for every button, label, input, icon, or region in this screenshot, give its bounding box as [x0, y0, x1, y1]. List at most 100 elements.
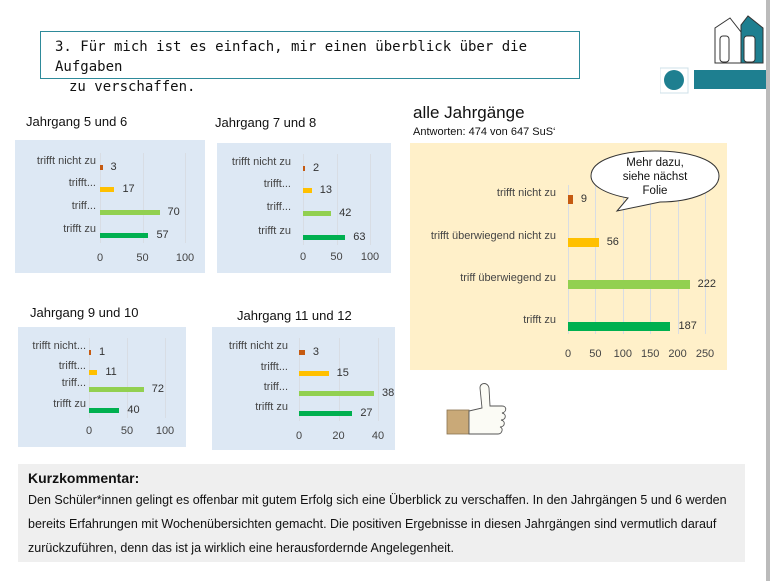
gridline [338, 338, 340, 421]
x-tick-label: 50 [136, 252, 149, 264]
bar-ueberw [100, 209, 160, 215]
bar-nicht [299, 349, 305, 355]
bar-ueberw [303, 210, 332, 216]
comment-heading: Kurzkommentar: [28, 470, 140, 486]
bar-nicht [89, 349, 91, 355]
bar-ueberw_nicht [89, 369, 98, 375]
data-label: 40 [127, 404, 140, 416]
question-line-2: zu verschaffen. [69, 79, 196, 95]
x-tick-label: 50 [120, 425, 134, 437]
gridline [303, 154, 304, 245]
bar-nicht [100, 164, 103, 170]
x-tick-label: 50 [589, 348, 602, 360]
gridline [336, 154, 338, 245]
gridline [142, 153, 144, 243]
chart-title-7-8: Jahrgang 7 und 8 [215, 115, 317, 130]
bar-ueberw [568, 279, 690, 289]
chart-jahrgang-9-10: 0 50 100 trifft nicht... 1 trifft... 11 triff..… [18, 327, 186, 447]
data-label: 222 [697, 278, 716, 290]
category-label: trifft nicht zu [36, 155, 96, 167]
x-tick-label: 250 [695, 348, 715, 360]
data-label: 72 [151, 383, 164, 395]
data-label: 1 [99, 346, 106, 358]
chart-jahrgang-5-6: 0 50 100 trifft nicht zu 3 trifft... 17 triff..… [15, 140, 205, 273]
gridline [378, 338, 379, 421]
bar-zu [303, 234, 346, 240]
data-label: 56 [606, 236, 619, 248]
gridline [622, 185, 624, 334]
category-label: triff... [266, 201, 291, 213]
x-tick-label: 0 [85, 425, 93, 437]
callout-line-1: Mehr dazu, [626, 157, 684, 169]
bar-zu [89, 407, 120, 413]
category-label: trifft zu [53, 398, 86, 410]
gridline [89, 338, 90, 418]
thumbs-up-icon [444, 380, 508, 445]
category-label: triff... [61, 377, 86, 389]
gridline [299, 338, 300, 421]
data-label: 42 [339, 207, 352, 219]
chart-background [217, 143, 391, 273]
category-label: triff... [263, 381, 288, 393]
category-label: trifft nicht zu [231, 156, 291, 168]
bar-ueberw_nicht [299, 370, 329, 376]
gridline [568, 185, 569, 334]
data-label: 38 [382, 387, 395, 399]
category-label: trifft zu [255, 401, 288, 413]
bar-zu [299, 410, 353, 416]
bar-ueberw_nicht [100, 186, 115, 192]
data-label: 2 [313, 162, 320, 174]
overall-subtitle: Antworten: 474 von 647 SuS‘ [413, 126, 556, 138]
gridline [370, 154, 371, 245]
comment-text: Den Schüler*innen gelingt es offenbar mi… [28, 493, 727, 555]
callout-bubble: Mehr dazu, siehe nächst Folie [590, 150, 720, 212]
question-box: 3. Für mich ist es einfach, mir einen üb… [40, 31, 580, 95]
x-tick-label: 200 [668, 348, 687, 360]
gridline [185, 153, 186, 243]
category-label: triff... [71, 200, 96, 212]
category-label: trifft nicht zu [228, 340, 288, 352]
x-tick-label: 100 [613, 348, 632, 360]
bar-ueberw [89, 386, 144, 392]
category-label: trifft... [68, 177, 96, 189]
callout-line-3: Folie [642, 185, 668, 197]
comment-box: Kurzkommentar: Den Schüler*innen gelingt… [18, 464, 745, 562]
category-label: triff überwiegend zu [460, 272, 556, 284]
data-label: 187 [678, 320, 697, 332]
gridline [127, 338, 128, 418]
x-tick-label: 100 [360, 251, 380, 263]
x-tick-label: 0 [295, 430, 303, 442]
x-tick-label: 0 [564, 348, 572, 360]
overall-title: alle Jahrgänge [413, 103, 525, 122]
data-label: 9 [580, 193, 588, 205]
bar-zu [568, 321, 671, 331]
bar-nicht [568, 194, 573, 204]
data-label: 17 [122, 183, 135, 195]
gridline [595, 185, 597, 334]
bar-ueberw [299, 390, 375, 396]
x-tick-label: 100 [175, 252, 195, 264]
x-tick-label: 0 [299, 251, 307, 263]
gridline [705, 185, 706, 334]
speech-bubble-shape [590, 150, 720, 212]
data-label: 57 [156, 229, 169, 241]
x-tick-label: 100 [155, 425, 175, 437]
gridline [650, 185, 652, 334]
data-label: 63 [353, 231, 366, 243]
category-label: trifft... [58, 360, 86, 372]
chart-title-9-10: Jahrgang 9 und 10 [30, 305, 139, 320]
chart-jahrgang-7-8: 0 50 100 trifft nicht zu 2 trifft... 13 triff..… [217, 143, 391, 273]
x-tick-label: 0 [96, 252, 104, 264]
category-label: trifft... [260, 361, 288, 373]
school-logo [659, 10, 768, 95]
category-label: trifft nicht zu [496, 187, 556, 199]
data-label: 3 [110, 161, 117, 173]
data-label: 15 [336, 367, 349, 379]
data-label: 27 [360, 407, 373, 419]
x-tick-label: 40 [371, 430, 385, 442]
gridline [165, 338, 166, 418]
data-label: 11 [105, 366, 117, 378]
question-line-1: 3. Für mich ist es einfach, mir einen üb… [55, 39, 528, 75]
window-edge [766, 0, 770, 581]
gridline [677, 185, 679, 334]
